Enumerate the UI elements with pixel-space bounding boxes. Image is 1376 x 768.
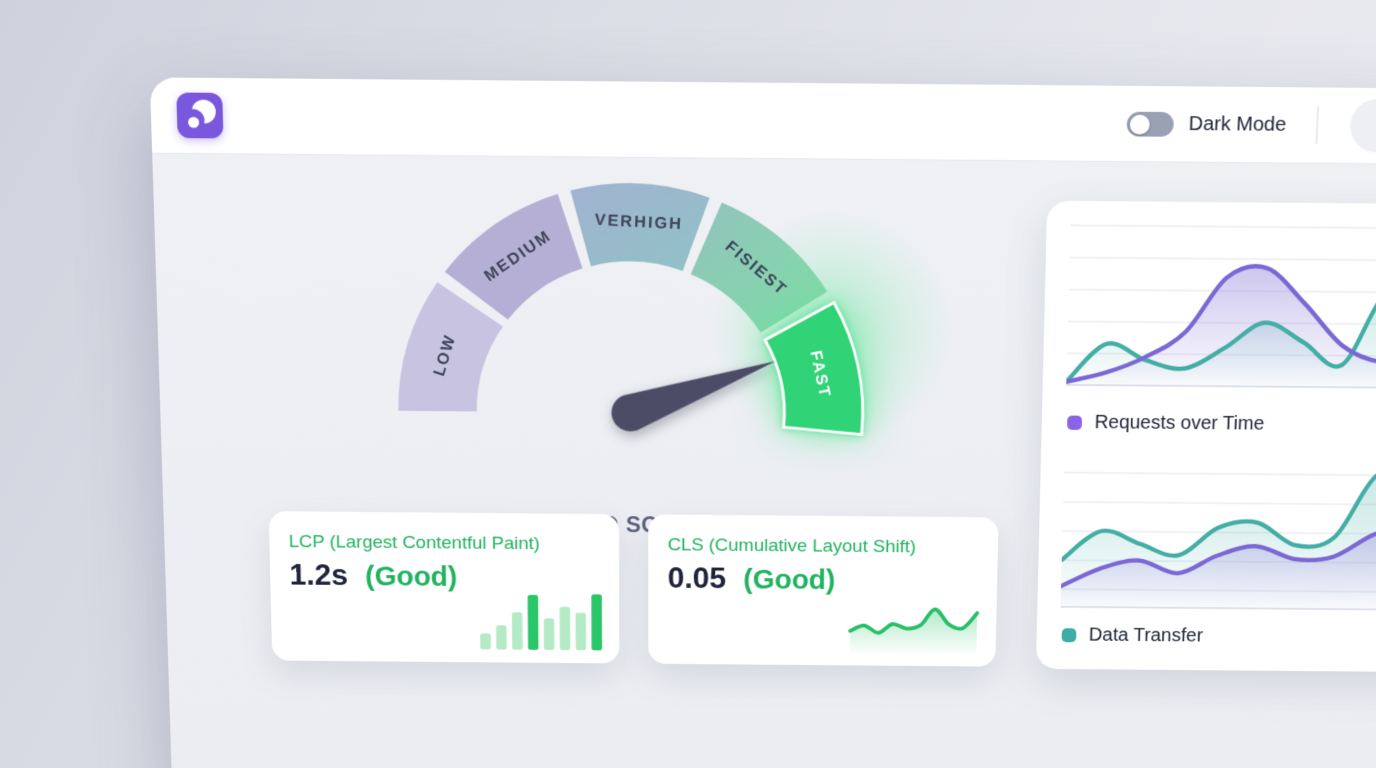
gauge-segment-verhigh: [570, 182, 710, 272]
requests-over-time-chart: [1066, 209, 1376, 402]
requests-legend-dot-icon: [1067, 415, 1083, 430]
cls-card-title: CLS (Cumulative Layout Shift): [667, 535, 917, 558]
legend-transfer: Data Transfer: [1061, 625, 1203, 648]
gauge-segment-fisiest: [690, 202, 829, 334]
lcp-bar: [575, 612, 587, 651]
lcp-value: 1.2s: [289, 558, 349, 592]
lcp-bar: [496, 625, 507, 650]
dark-mode-toggle-knob: [1129, 114, 1150, 135]
legend-requests: Requests over Time: [1067, 412, 1265, 436]
analytics-panel: Requests over Time Data Transfer: [1035, 200, 1376, 673]
transfer-legend-label: Data Transfer: [1088, 624, 1204, 647]
lcp-bar: [511, 612, 523, 650]
lcp-bar: [527, 595, 539, 650]
gauge-label-verhigh: VERHIGH: [594, 211, 683, 233]
data-transfer-chart: [1060, 454, 1376, 627]
avatar[interactable]: [1349, 98, 1376, 153]
gauge-segment-fast: [764, 302, 864, 434]
cls-mini-line-chart: [848, 595, 979, 654]
requests-legend-label: Requests over Time: [1094, 411, 1265, 435]
dark-mode-label: Dark Mode: [1188, 113, 1287, 136]
lcp-mini-bar-chart: [480, 594, 603, 651]
transfer-legend-dot-icon: [1061, 628, 1077, 643]
lcp-card-title: LCP (Largest Contentful Paint): [288, 532, 540, 554]
lcp-bar: [591, 594, 603, 651]
dark-mode-toggle[interactable]: [1126, 111, 1175, 137]
lcp-card: LCP (Largest Contentful Paint) 1.2s (Goo…: [268, 511, 620, 664]
cls-value-row: 0.05 (Good): [668, 562, 836, 597]
lcp-bar: [480, 633, 491, 650]
lcp-value-row: 1.2s (Good): [289, 558, 457, 593]
header-divider: [1315, 106, 1320, 144]
cls-status: (Good): [743, 564, 836, 596]
speedometer-logo-icon: [181, 99, 217, 133]
lcp-status: (Good): [364, 561, 458, 593]
app-logo[interactable]: [176, 92, 224, 139]
cls-card: CLS (Cumulative Layout Shift) 0.05 (Good…: [648, 514, 999, 667]
gauge-segment-low: [396, 281, 504, 412]
top-bar: Dark Mode: [149, 77, 1376, 165]
gauge-needle: [605, 343, 783, 437]
cls-value: 0.05: [667, 561, 727, 595]
lcp-bar: [543, 618, 555, 650]
lcp-bar: [559, 606, 571, 651]
